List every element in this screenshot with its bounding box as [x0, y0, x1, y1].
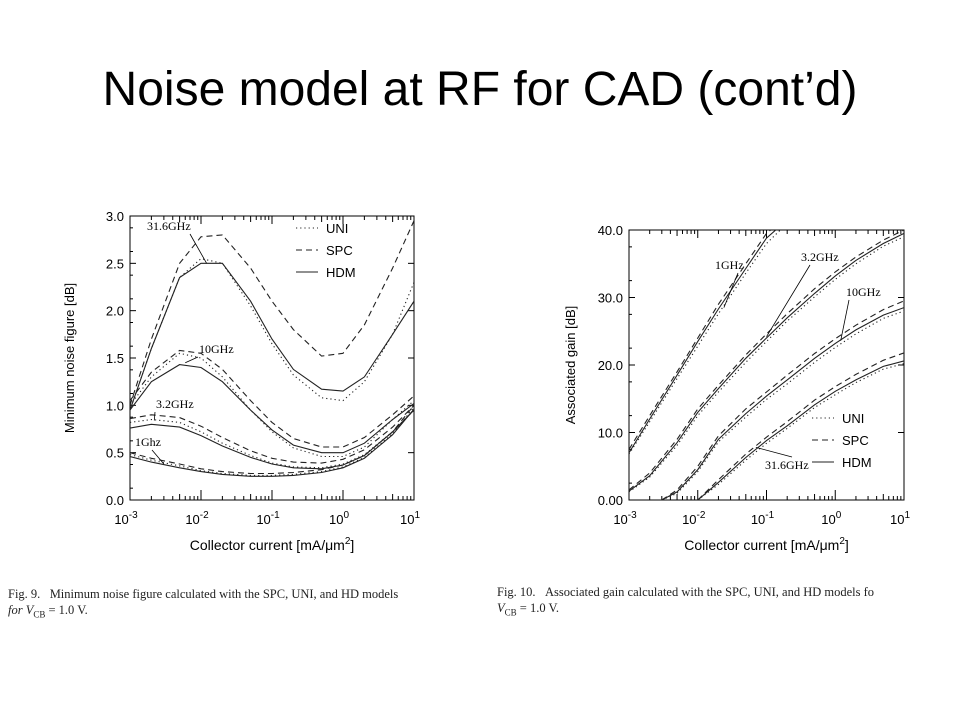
- y-tick-label: 3.0: [106, 209, 124, 224]
- y-tick-label: 20.0: [598, 358, 623, 373]
- x-tick-exponent: 0: [343, 510, 349, 521]
- annotation-label: 10GHz: [199, 342, 234, 356]
- y-tick-label: 1.0: [106, 398, 124, 413]
- x-tick-label: 10-2: [682, 510, 706, 527]
- annotation-leader: [153, 411, 156, 421]
- x-axis-label-sup: 2: [839, 536, 845, 547]
- y-tick-label: 0.5: [106, 446, 124, 461]
- legend-label-uni: UNI: [326, 221, 348, 236]
- series-line-hdm-10ghz: [661, 307, 904, 500]
- legend-label-hdm: HDM: [326, 265, 356, 280]
- series-line-hdm-10ghz: [130, 364, 414, 454]
- fig10-caption-sub: CB: [504, 607, 517, 618]
- series-line-hdm-1ghz: [130, 408, 414, 477]
- x-tick-label: 100: [821, 510, 841, 527]
- x-tick-exponent: 1: [904, 510, 910, 521]
- series-line-uni-3p2ghz: [629, 236, 904, 493]
- x-axis-label: Collector current [mA/μm2]: [190, 536, 355, 553]
- series-line-uni-10ghz: [661, 310, 904, 500]
- y-tick-label: 2.0: [106, 304, 124, 319]
- fig9-caption: Fig. 9. Minimum noise figure calculated …: [8, 586, 490, 623]
- legend-label-spc: SPC: [842, 433, 869, 448]
- y-tick-label: 40.0: [598, 223, 623, 238]
- fig9-caption-text: Minimum noise figure calculated with the…: [49, 587, 399, 601]
- annotation-leader: [766, 264, 811, 337]
- y-axis-label: Minimum noise figure [dB]: [62, 283, 77, 433]
- x-tick-label: 10-1: [751, 510, 775, 527]
- x-tick-label: 101: [890, 510, 910, 527]
- y-tick-label: 1.5: [106, 351, 124, 366]
- y-tick-label: 30.0: [598, 291, 623, 306]
- slide-title: Noise model at RF for CAD (cont’d): [102, 63, 858, 116]
- x-tick-exponent: -2: [200, 510, 209, 521]
- fig9-caption-tail: = 1.0 V.: [45, 603, 88, 617]
- annotation-label: 31.6GHz: [147, 219, 191, 233]
- series-line-hdm-3p2ghz: [130, 409, 414, 470]
- fig10-caption-line2: V: [497, 601, 505, 615]
- x-tick-exponent: 0: [836, 510, 842, 521]
- fig10-caption-tail: = 1.0 V.: [516, 601, 560, 615]
- y-tick-label: 0.0: [106, 493, 124, 508]
- x-tick-label: 10-3: [613, 510, 637, 527]
- series-line-spc-31p6ghz: [130, 220, 414, 406]
- legend-label-hdm: HDM: [842, 455, 872, 470]
- y-axis-label: Associated gain [dB]: [563, 306, 578, 425]
- annotation-label: 1GHz: [715, 258, 744, 272]
- x-axis-label: Collector current [mA/μm2]: [684, 536, 849, 553]
- x-tick-exponent: -2: [697, 510, 706, 521]
- y-tick-label: 10.0: [598, 426, 623, 441]
- series-line-uni-31p6ghz: [130, 258, 414, 411]
- x-axis-label-end: ]: [350, 537, 354, 553]
- annotation-leader: [723, 272, 739, 308]
- fig10-caption: Fig. 10. Associated gain calculated with…: [497, 584, 960, 621]
- series-line-hdm-3p2ghz: [629, 232, 904, 492]
- fig10-label: Fig. 10.: [497, 585, 536, 599]
- y-tick-label: 2.5: [106, 256, 124, 271]
- x-tick-exponent: -1: [765, 510, 774, 521]
- fig9-caption-line2: for V: [8, 603, 34, 617]
- series-line-hdm-31p6ghz: [697, 360, 904, 500]
- series-line-uni-1ghz: [629, 230, 782, 455]
- annotation-leader: [185, 356, 199, 364]
- annotation-label: 3.2GHz: [156, 397, 194, 411]
- x-tick-exponent: -3: [628, 510, 637, 521]
- series-line-uni-1ghz: [130, 406, 414, 476]
- fig9-label: Fig. 9.: [8, 587, 41, 601]
- fig10-caption-text: Associated gain calculated with the SPC,…: [544, 585, 875, 599]
- legend-label-uni: UNI: [842, 411, 864, 426]
- annotation-leader: [189, 233, 207, 264]
- series-line-hdm-1ghz: [629, 230, 777, 454]
- annotation-label: 31.6GHz: [765, 458, 809, 472]
- fig9-caption-sub: CB: [33, 609, 46, 620]
- series-line-spc-3p2ghz: [629, 230, 904, 491]
- series-line-spc-3p2ghz: [130, 404, 414, 464]
- annotation-leader: [840, 299, 850, 341]
- x-tick-exponent: -1: [271, 510, 280, 521]
- series-line-uni-10ghz: [130, 352, 414, 458]
- x-axis-label-end: ]: [845, 537, 849, 553]
- legend-label-spc: SPC: [326, 243, 353, 258]
- series-line-spc-10ghz: [661, 300, 904, 500]
- x-tick-exponent: 1: [414, 510, 420, 521]
- annotation-leader: [151, 449, 165, 465]
- annotation-label: 10GHz: [846, 285, 881, 299]
- series-line-hdm-31p6ghz: [130, 262, 414, 411]
- x-tick-exponent: -3: [129, 510, 138, 521]
- series-line-spc-1ghz: [629, 230, 772, 450]
- series-line-spc-1ghz: [130, 404, 414, 475]
- annotation-leader: [755, 446, 793, 458]
- annotation-label: 3.2GHz: [801, 250, 839, 264]
- series-line-spc-10ghz: [130, 349, 414, 448]
- x-axis-label-sup: 2: [345, 536, 351, 547]
- annotation-label: 1Ghz: [135, 435, 161, 449]
- noise-figure-chart: 0.00.51.01.52.02.53.010-3 10-2 10-1 100 101C…: [62, 209, 420, 553]
- y-tick-label: 0.00: [598, 493, 623, 508]
